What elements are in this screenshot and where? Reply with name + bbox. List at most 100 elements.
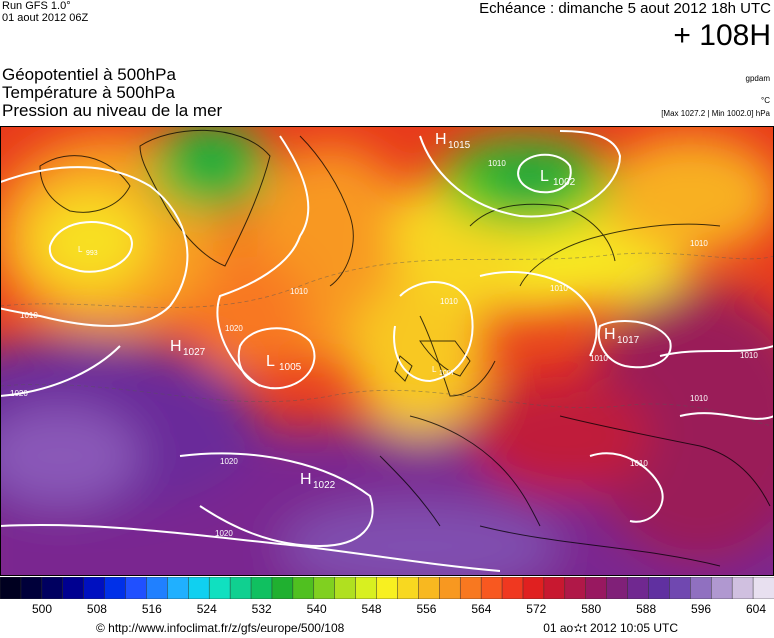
scale-swatch — [146, 577, 169, 599]
isobar-label: 1010 — [630, 459, 648, 468]
scale-swatch — [710, 577, 733, 599]
run-label: Run GFS 1.0° — [2, 0, 71, 12]
scale-tick-label: 604 — [745, 602, 767, 616]
scale-tick-label: 500 — [31, 602, 53, 616]
pressure-center-value: 1015 — [448, 140, 471, 151]
scale-swatch — [292, 577, 315, 599]
scale-swatch — [167, 577, 190, 599]
coastlines — [39, 129, 771, 567]
scale-tick-label: 580 — [581, 602, 602, 616]
pressure-center-letter: L — [266, 353, 275, 370]
scale-tick-label: 516 — [141, 602, 162, 616]
max-min-pressure: [Max 1027.2 | Min 1002.0] hPa — [661, 109, 770, 118]
isobar-labels: 1010 1020 1010 1010 1010 1010 1010 1020 … — [10, 159, 758, 538]
run-date: 01 aout 2012 06Z — [2, 12, 89, 24]
pressure-center-value: 1005 — [279, 362, 302, 373]
pressure-center-value: 993 — [86, 250, 98, 257]
scale-swatch — [397, 577, 420, 599]
scale-swatch — [648, 577, 671, 599]
scale-swatch — [543, 577, 566, 599]
title-geopotential: Géopotentiel à 500hPa — [2, 65, 176, 84]
scale-swatch — [355, 577, 378, 599]
color-field-blobs — [0, 126, 774, 576]
pressure-center-letter: H — [170, 338, 182, 355]
unit-celsius: °C — [761, 96, 770, 105]
scale-swatch — [606, 577, 629, 599]
isobars — [0, 130, 774, 572]
isobar-label: 1010 — [440, 297, 458, 306]
isobar-label: 1020 — [220, 457, 238, 466]
generated-time: 01 ao✫t 2012 10:05 UTC — [543, 621, 678, 635]
isobar-label: 1010 — [690, 239, 708, 248]
scale-swatch — [0, 577, 22, 599]
lead-time: + 108H — [673, 19, 771, 52]
pressure-center-value: 1017 — [617, 335, 640, 346]
isobar-label: 1010 — [20, 311, 38, 320]
echeance-text: Echéance : dimanche 5 aout 2012 18h UTC — [479, 0, 771, 17]
pressure-center-value: 1007 — [439, 370, 455, 377]
scale-swatch — [229, 577, 252, 599]
scale-tick-label: 564 — [471, 602, 492, 616]
scale-swatch — [104, 577, 127, 599]
scale-swatch — [564, 577, 587, 599]
scale-swatch — [501, 577, 524, 599]
scale-swatch — [522, 577, 545, 599]
pressure-center-letter: H — [435, 131, 447, 148]
scale-swatch — [83, 577, 106, 599]
scale-swatch — [690, 577, 712, 599]
scale-tick-label: 508 — [86, 602, 107, 616]
pressure-centers: H 1015 L 1002 H 1027 L 1005 H 1017 H 102… — [78, 131, 640, 491]
isobar-label: 1020 — [225, 324, 243, 333]
scale-swatch — [271, 577, 294, 599]
weather-map: 1010 1020 1010 1010 1010 1010 1010 1020 … — [0, 126, 774, 576]
scale-swatch — [125, 577, 148, 599]
scale-tick-label: 596 — [691, 602, 712, 616]
scale-swatch — [334, 577, 357, 599]
isobar-label: 1010 — [550, 284, 568, 293]
isobar-label: 1010 — [488, 159, 506, 168]
scale-tick-label: 548 — [361, 602, 382, 616]
temperature-isolines — [0, 252, 774, 427]
isobar-label: 1010 — [690, 394, 708, 403]
unit-gpdam: gpdam — [745, 74, 770, 83]
scale-swatch — [627, 577, 650, 599]
scale-swatch — [669, 577, 692, 599]
scale-swatch — [585, 577, 608, 599]
scale-swatch — [480, 577, 503, 599]
pressure-center-letter: L — [540, 168, 549, 185]
source-url: © http://www.infoclimat.fr/z/gfs/europe/… — [96, 621, 345, 635]
scale-swatch — [459, 577, 482, 599]
isobar-label: 1010 — [740, 351, 758, 360]
scale-tick-label: 588 — [636, 602, 657, 616]
pressure-center-value: 1002 — [553, 177, 576, 188]
scale-tick-label: 540 — [306, 602, 327, 616]
scale-swatch — [41, 577, 64, 599]
pressure-center-letter: L — [432, 365, 437, 374]
scale-swatch — [20, 577, 43, 599]
scale-swatch — [188, 577, 210, 599]
scale-swatch — [376, 577, 399, 599]
scale-swatch — [62, 577, 85, 599]
scale-swatch — [439, 577, 461, 599]
scale-tick-label: 556 — [416, 602, 437, 616]
pressure-center-letter: H — [604, 326, 616, 343]
isobar-label: 1010 — [290, 287, 308, 296]
isobar-label: 1020 — [10, 389, 28, 398]
scale-swatch — [313, 577, 336, 599]
pressure-center-value: 1022 — [313, 480, 336, 491]
scale-swatch — [752, 577, 774, 599]
pressure-center-value: 1027 — [183, 347, 206, 358]
title-temperature: Température à 500hPa — [2, 83, 175, 102]
color-scale — [0, 577, 774, 599]
title-pressure: Pression au niveau de la mer — [2, 101, 223, 120]
scale-swatch — [208, 577, 231, 599]
pressure-center-letter: L — [78, 245, 83, 254]
isobar-label: 1020 — [215, 529, 233, 538]
scale-swatch — [418, 577, 441, 599]
isobar-label: 1010 — [590, 354, 608, 363]
scale-swatch — [731, 577, 754, 599]
scale-tick-label: 532 — [251, 602, 272, 616]
pressure-center-letter: H — [300, 471, 312, 488]
scale-swatch — [250, 577, 273, 599]
scale-tick-label: 524 — [196, 602, 217, 616]
